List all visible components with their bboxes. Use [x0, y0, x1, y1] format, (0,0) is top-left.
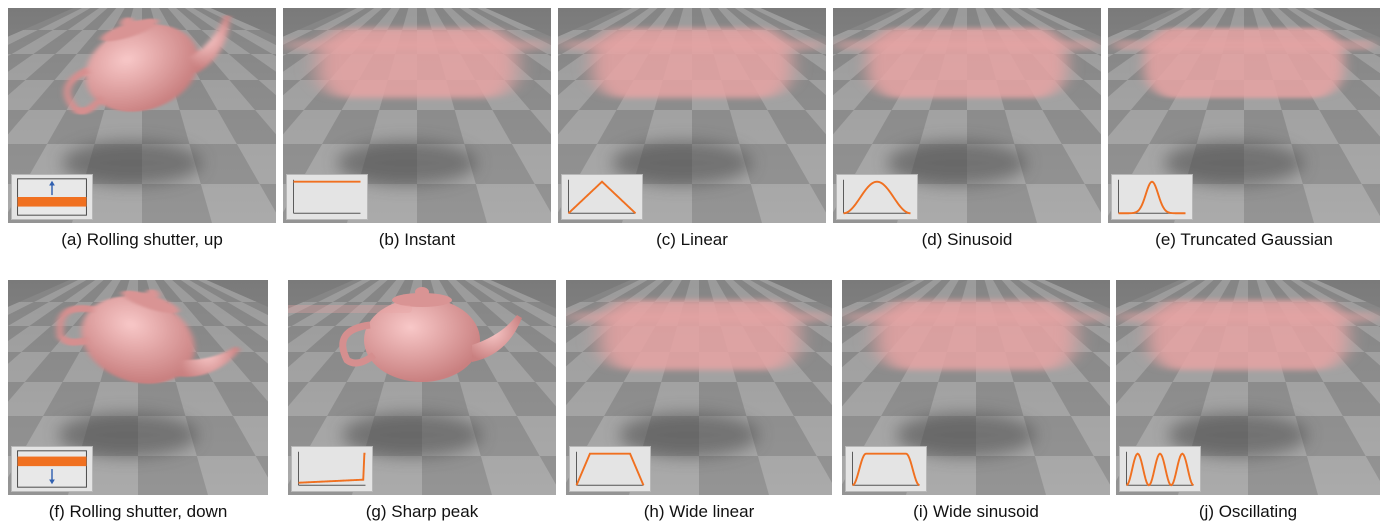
render-image [833, 8, 1101, 223]
panel-g: (g) Sharp peak [288, 280, 556, 522]
render-image [1116, 280, 1380, 495]
shutter-profile-inset [11, 174, 93, 220]
shutter-profile-inset [1111, 174, 1193, 220]
panel-c: (c) Linear [558, 8, 826, 250]
panel-caption: (e) Truncated Gaussian [1155, 230, 1333, 249]
render-image [566, 280, 832, 495]
shutter-profile-inset [836, 174, 918, 220]
shutter-profile-inset [1119, 446, 1201, 492]
shutter-profile-inset [291, 446, 373, 492]
panel-b: (b) Instant [283, 8, 551, 250]
panel-i: (i) Wide sinusoid [842, 280, 1110, 522]
panel-caption: (j) Oscillating [1198, 502, 1298, 521]
panel-caption: (d) Sinusoid [921, 230, 1013, 249]
render-image [283, 8, 551, 223]
panel-caption: (a) Rolling shutter, up [61, 230, 223, 249]
teapot-render [1116, 280, 1380, 495]
shutter-profile-inset [11, 446, 93, 492]
render-image [1108, 8, 1380, 223]
shutter-profile-inset [845, 446, 927, 492]
teapot-render [288, 280, 556, 495]
panel-caption: (g) Sharp peak [365, 502, 479, 521]
teapot-render [566, 280, 832, 495]
panel-caption: (b) Instant [378, 230, 456, 249]
panel-caption: (i) Wide sinusoid [913, 502, 1039, 521]
teapot-render [558, 8, 826, 223]
shutter-profile-inset [286, 174, 368, 220]
render-image [558, 8, 826, 223]
shutter-profile-inset [561, 174, 643, 220]
panel-h: (h) Wide linear [566, 280, 832, 522]
render-image [8, 280, 268, 495]
panel-d: (d) Sinusoid [833, 8, 1101, 250]
panel-caption: (c) Linear [656, 230, 728, 249]
render-image [288, 280, 556, 495]
shutter-profile-inset [569, 446, 651, 492]
panel-e: (e) Truncated Gaussian [1108, 8, 1380, 250]
panel-caption: (f) Rolling shutter, down [48, 502, 228, 521]
panel-caption: (h) Wide linear [643, 502, 755, 521]
panel-j: (j) Oscillating [1116, 280, 1380, 522]
render-image [8, 8, 276, 223]
render-image [842, 280, 1110, 495]
teapot-render [1108, 8, 1380, 223]
panel-a: (a) Rolling shutter, up [8, 8, 276, 250]
panel-f: (f) Rolling shutter, down [8, 280, 268, 522]
